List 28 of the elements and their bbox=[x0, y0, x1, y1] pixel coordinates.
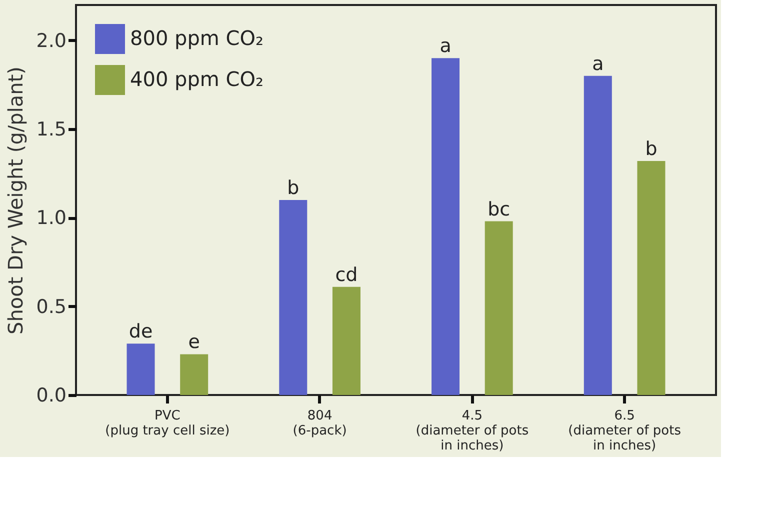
y-tick-label: 0.0 bbox=[36, 384, 66, 406]
y-tick-label: 1.5 bbox=[36, 118, 66, 141]
bar bbox=[637, 161, 666, 395]
bar bbox=[332, 286, 360, 395]
bar bbox=[126, 344, 155, 395]
data-label: b bbox=[287, 177, 300, 199]
data-label: e bbox=[188, 331, 200, 354]
data-label: a bbox=[592, 52, 604, 75]
bar bbox=[584, 76, 612, 395]
y-tick-label: 2.0 bbox=[36, 30, 66, 52]
x-tick-label: PVC (plug tray cell size) bbox=[105, 408, 230, 438]
data-label: cd bbox=[335, 264, 358, 286]
data-label: a bbox=[440, 35, 452, 58]
data-label: b bbox=[645, 138, 658, 160]
data-label: de bbox=[128, 320, 153, 343]
bar bbox=[180, 354, 208, 395]
x-tick-label: 6.5 (diameter of pots in inches) bbox=[568, 408, 682, 454]
x-tick-label: 804 (6-pack) bbox=[292, 408, 347, 438]
y-tick-label: 0.5 bbox=[36, 296, 66, 318]
bar bbox=[484, 221, 513, 395]
bar bbox=[432, 58, 460, 395]
legend-label: 400 ppm CO₂ bbox=[130, 67, 264, 91]
y-axis-title: Shoot Dry Weight (g/plant) bbox=[3, 66, 28, 334]
bar bbox=[279, 200, 308, 395]
data-label: bc bbox=[488, 198, 510, 220]
legend-label: 800 ppm CO₂ bbox=[130, 26, 264, 50]
y-tick-label: 1.0 bbox=[36, 207, 66, 230]
x-tick-label: 4.5 (diameter of pots in inches) bbox=[416, 408, 529, 454]
